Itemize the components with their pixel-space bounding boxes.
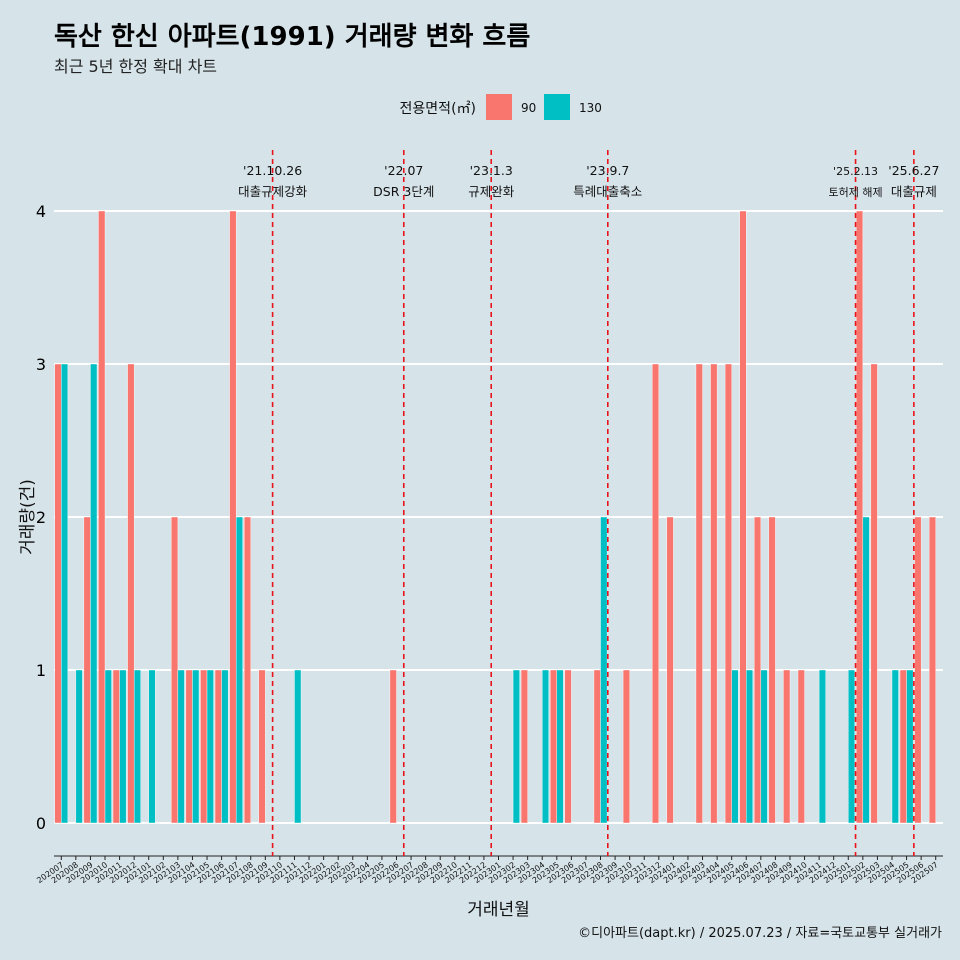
legend-label-90: 90	[521, 101, 536, 115]
bar-130-202502	[862, 516, 870, 824]
bar-90-202410	[797, 669, 805, 824]
bar-130-202411	[818, 669, 826, 824]
bar-130-202305	[556, 669, 564, 824]
bar-90-202108	[243, 516, 251, 824]
bar-130-202011	[119, 669, 127, 824]
bar-130-202308	[600, 516, 608, 824]
event-label: 규제완화	[468, 184, 515, 199]
bar-90-202312	[652, 363, 660, 824]
event-date: '25.6.27	[888, 163, 939, 178]
bar-130-202105	[206, 669, 214, 824]
event-label: DSR 3단계	[373, 184, 434, 199]
bar-130-202012	[133, 669, 141, 824]
bar-90-202404	[710, 363, 718, 824]
bar-130-202106	[221, 669, 229, 824]
bar-130-202111	[294, 669, 302, 824]
chart-caption: ©디아파트(dapt.kr) / 2025.07.23 / 자료=국토교통부 실…	[578, 926, 942, 941]
bar-90-202105	[200, 669, 208, 824]
bar-130-202505	[906, 669, 914, 824]
bar-130-202504	[891, 669, 899, 824]
y-tick-label: 2	[36, 508, 46, 527]
bar-90-202103	[171, 516, 179, 824]
bar-130-202501	[848, 669, 856, 824]
bar-130-202009	[90, 363, 98, 824]
bar-90-202109	[258, 669, 266, 824]
bar-90-202506	[914, 516, 922, 824]
bar-90-202408	[768, 516, 776, 824]
bar-90-202007	[54, 363, 62, 824]
bar-90-202303	[520, 669, 528, 824]
bar-130-202107	[235, 516, 243, 824]
bar-90-202306	[564, 669, 572, 824]
chart-title: 독산 한신 아파트(1991) 거래량 변화 흐름	[54, 22, 531, 52]
y-tick-label: 3	[36, 355, 46, 374]
bar-90-202305	[550, 669, 557, 824]
bar-90-202406	[739, 210, 747, 824]
bar-90-202107	[229, 210, 237, 824]
event-label: 특례대출축소	[573, 184, 642, 199]
bar-90-202012	[127, 363, 135, 824]
event-date: '23.1.3	[470, 163, 513, 178]
bar-90-202507	[928, 516, 936, 824]
bar-130-202304	[542, 669, 549, 824]
bar-90-202505	[899, 669, 907, 824]
bar-130-202010	[104, 669, 112, 824]
event-date: '25.2.13	[833, 165, 878, 178]
y-tick-label: 4	[36, 202, 46, 221]
event-label: 대출규제강화	[238, 184, 308, 199]
bar-90-202403	[695, 363, 703, 824]
legend-swatch-90	[486, 94, 512, 120]
event-date: '23.9.7	[586, 163, 629, 178]
bar-130-202007	[61, 363, 69, 824]
bar-90-202401	[666, 516, 674, 824]
bar-130-202104	[192, 669, 200, 824]
bar-130-202103	[177, 669, 185, 824]
bar-90-202011	[112, 669, 120, 824]
x-axis-title: 거래년월	[467, 900, 530, 920]
bar-130-202008	[75, 669, 83, 824]
y-tick-label: 0	[36, 814, 46, 833]
event-date: '22.07	[384, 163, 423, 178]
bar-90-202106	[214, 669, 222, 824]
bar-130-202405	[731, 669, 739, 824]
bar-90-202407	[754, 516, 762, 824]
bar-90-202503	[870, 363, 878, 824]
bar-90-202502	[856, 210, 864, 824]
event-label: 토허제 해제	[829, 185, 883, 199]
y-tick-label: 1	[36, 661, 46, 680]
y-axis-title: 거래량(건)	[18, 479, 38, 555]
bar-90-202010	[98, 210, 106, 824]
bar-90-202310	[622, 669, 630, 824]
chart-subtitle: 최근 5년 한정 확대 차트	[54, 57, 218, 76]
bar-130-202101	[148, 669, 156, 824]
bar-90-202104	[185, 669, 193, 824]
legend-label-130: 130	[579, 101, 602, 115]
bar-90-202409	[783, 669, 791, 824]
bar-90-202405	[724, 363, 732, 824]
bar-90-202308	[593, 669, 601, 824]
event-date: '21.10.26	[243, 163, 302, 178]
event-label: 대출규제	[891, 184, 937, 199]
legend-title: 전용면적(㎡)	[400, 101, 476, 117]
legend-swatch-130	[544, 94, 570, 120]
bar-90-202009	[83, 516, 91, 824]
bar-130-202407	[760, 669, 768, 824]
bar-130-202406	[746, 669, 754, 824]
bar-130-202302	[512, 669, 520, 824]
bar-90-202206	[389, 669, 397, 824]
